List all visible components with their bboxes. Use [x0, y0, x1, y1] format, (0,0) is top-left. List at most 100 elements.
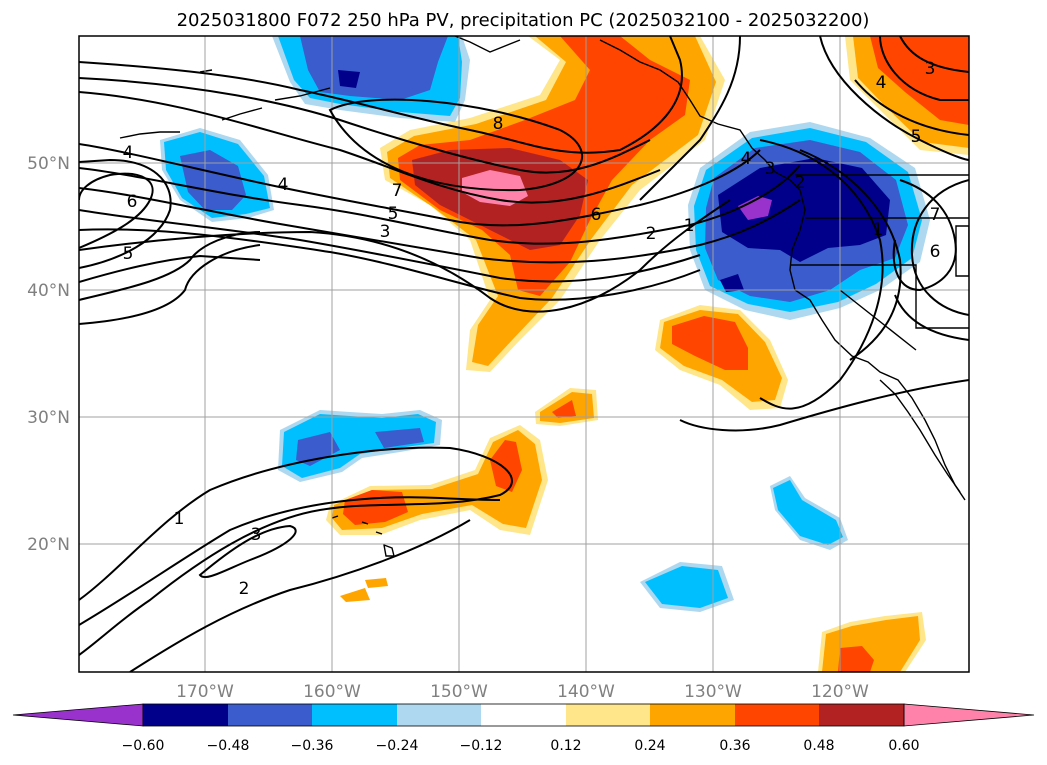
precip-negative-sub-blue [296, 428, 424, 466]
pv-contour-ca-ridge [639, 36, 741, 201]
contour-label: 4 [123, 143, 134, 163]
pv-contour-5 [79, 164, 801, 245]
pv-contour-west-bottom [79, 244, 261, 325]
lon-label-120w: 120°W [811, 682, 869, 702]
precip-positive-hi-red2 [490, 440, 522, 492]
contour-label: 7 [392, 181, 403, 201]
contour-label: 4 [876, 73, 887, 93]
contour-label: 1 [174, 509, 185, 529]
lon-label-150w: 150°W [430, 682, 488, 702]
pv-contour-trough-7 [892, 179, 957, 292]
precip-negative-s2-cyan [645, 566, 728, 608]
pv-contour-sub-3 [198, 524, 297, 579]
pv-contour-sub-2 [79, 496, 501, 626]
colorbar-bin [312, 704, 397, 726]
pv-contour-ne-3 [899, 36, 969, 73]
precip-positive-jet-pink [462, 170, 528, 206]
lon-label-140w: 140°W [557, 682, 615, 702]
precip-negative-ak-blue [300, 36, 448, 100]
bc-coast [599, 39, 801, 191]
pv-contour-8 [328, 98, 584, 192]
colorbar-tick: −0.12 [460, 738, 503, 754]
pv-contour-7-upper [79, 36, 683, 154]
colorbar-under [12, 703, 144, 727]
pv-contour-sub-lower [129, 519, 471, 672]
pv-contours [79, 36, 969, 672]
colorbar-bin [566, 704, 650, 726]
pv-contour-1 [79, 199, 731, 313]
colorbar-tick: −0.24 [376, 738, 419, 754]
pv-contour-trough-outer [894, 294, 969, 341]
alaska-coast [199, 36, 521, 121]
precip-negative-s1-cyan [773, 480, 843, 545]
contour-label: 5 [123, 244, 134, 264]
pv-contour-sub-1 [79, 446, 513, 656]
precip-negative-ak-navy [338, 70, 360, 88]
pv-contour-trough-east [819, 36, 969, 161]
state-borders [790, 174, 969, 351]
colorbar-bin [819, 704, 904, 726]
contour-label: 3 [251, 525, 262, 545]
contour-label: 2 [239, 579, 250, 599]
pv-contour-4-west [79, 143, 761, 227]
lat-label-50n: 50°N [27, 154, 70, 174]
contour-label: 3 [380, 222, 391, 242]
pv-contour-west-6 [79, 172, 154, 249]
colorbar-over [903, 703, 1035, 727]
pv-contour-upper2 [79, 77, 651, 174]
contour-label: 3 [765, 159, 776, 179]
colorbar-bin [143, 704, 228, 726]
lat-label-20n: 20°N [27, 535, 70, 555]
colorbar-tick: 0.60 [888, 738, 919, 754]
contour-label: 5 [911, 127, 922, 147]
pv-contour-3 [79, 187, 801, 264]
map-frame [78, 35, 970, 673]
pv-contour-2a [79, 209, 701, 283]
contour-label: 7 [930, 205, 941, 225]
pv-contour-trough-1 [759, 139, 884, 410]
colorbar-tick: 0.12 [550, 738, 581, 754]
colorbar-tick: −0.36 [291, 738, 334, 754]
lat-label-30n: 30°N [27, 408, 70, 428]
aleutians [119, 131, 180, 139]
us-west-coast [789, 189, 966, 501]
precip-negative-nw-navy2 [720, 274, 744, 292]
colorbar: −0.60 −0.48 −0.36 −0.24 −0.12 0.12 0.24 … [12, 703, 1035, 754]
colorbar-bin [650, 704, 735, 726]
colorbar-tick: 0.36 [719, 738, 750, 754]
contour-label: 2 [795, 173, 806, 193]
pv-contour-trough-2 [799, 149, 902, 361]
colorbar-bin [481, 704, 566, 726]
contour-label: 4 [278, 175, 289, 195]
contour-label: 3 [925, 59, 936, 79]
contour-label: 8 [493, 114, 504, 134]
latitude-labels: 50°N 40°N 30°N 20°N [27, 154, 70, 555]
hawaii-islands [331, 515, 395, 557]
longitude-labels: 170°W 160°W 150°W 140°W 130°W 120°W [176, 682, 869, 702]
colorbar-tick: −0.60 [122, 738, 165, 754]
precip-positive-se-red [838, 646, 874, 672]
contour-label: 1 [873, 220, 884, 240]
colorbar-tick: 0.24 [634, 738, 665, 754]
pv-contour-trough-6 [910, 179, 969, 316]
lon-label-170w: 170°W [176, 682, 234, 702]
colorbar-tick: −0.48 [207, 738, 250, 754]
pv-contour-ne-4 [879, 36, 969, 101]
precip-negative-nw-purple [738, 196, 772, 220]
colorbar-bin [397, 704, 481, 726]
precip-negative-w-blue [180, 150, 246, 210]
lon-label-130w: 130°W [684, 682, 742, 702]
pv-contour-trough-south [679, 379, 969, 432]
contour-label: 2 [646, 224, 657, 244]
contour-label: 5 [388, 204, 399, 224]
lat-label-40n: 40°N [27, 281, 70, 301]
pv-contour-west-5 [79, 158, 172, 269]
precip-positive-ca-red [672, 316, 748, 370]
pv-contour-2b [79, 228, 701, 301]
contour-label: 6 [591, 205, 602, 225]
pv-contour-west-low [79, 254, 261, 283]
pv-contour-ne-5 [854, 79, 969, 136]
contour-label: 6 [127, 192, 138, 212]
pv-contour-west-base [79, 231, 261, 301]
